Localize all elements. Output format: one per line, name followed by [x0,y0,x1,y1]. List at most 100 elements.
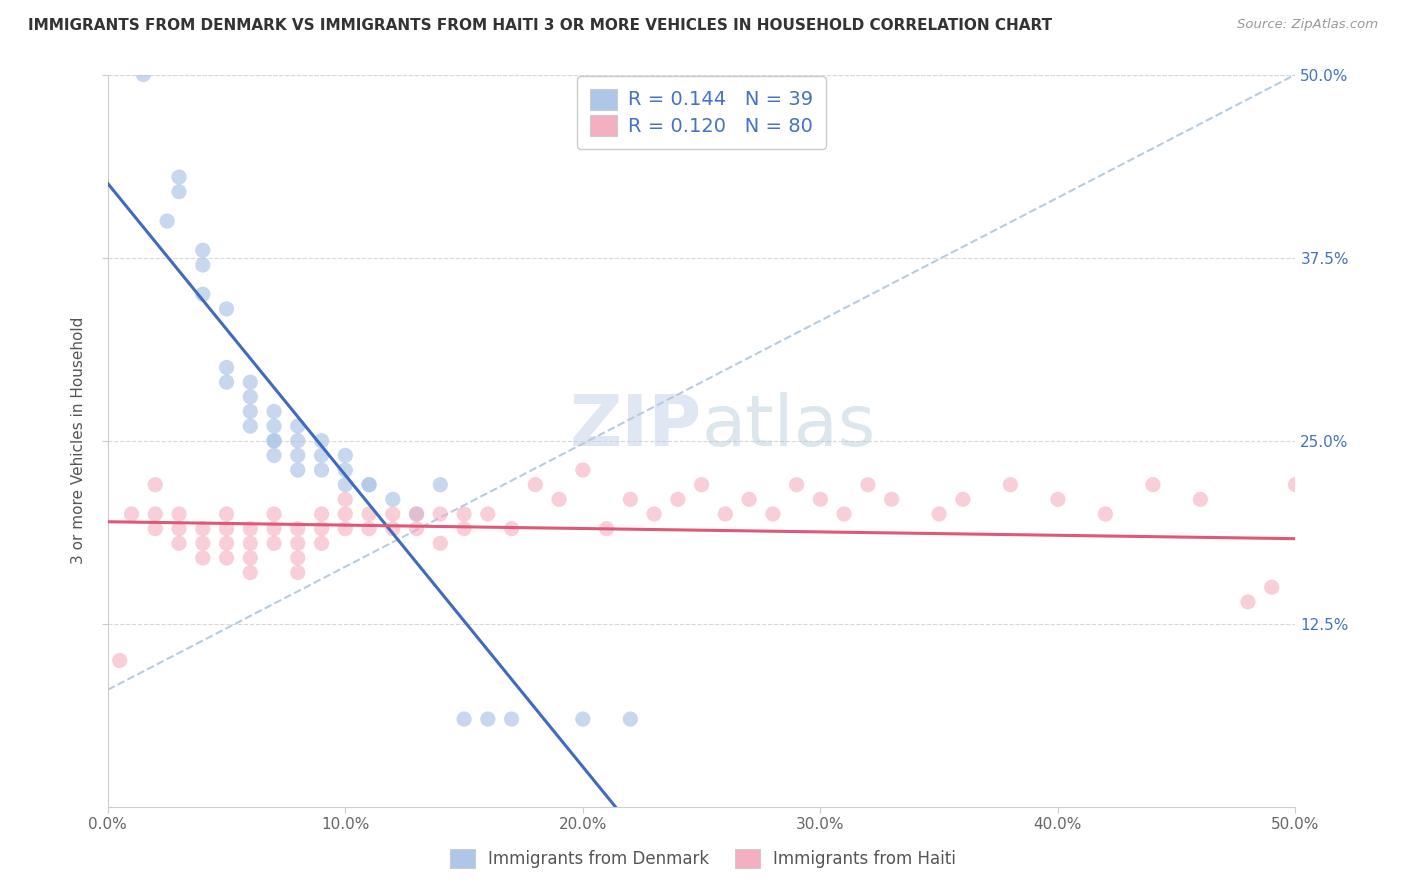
Point [239,536,262,550]
Point [453,712,475,726]
Text: atlas: atlas [702,392,876,460]
Point [311,522,333,536]
Point [287,434,309,448]
Point [1237,595,1260,609]
Point [690,477,713,491]
Point [239,522,262,536]
Point [167,522,190,536]
Point [263,536,285,550]
Point [572,712,595,726]
Point [287,449,309,463]
Point [263,434,285,448]
Point [311,434,333,448]
Point [643,507,665,521]
Point [832,507,855,521]
Point [405,522,427,536]
Point [1260,580,1282,594]
Point [335,449,357,463]
Point [1308,492,1330,507]
Point [619,492,641,507]
Point [1142,477,1164,491]
Point [477,712,499,726]
Point [381,492,404,507]
Point [287,550,309,565]
Point [143,522,166,536]
Point [239,390,262,404]
Point [311,536,333,550]
Point [263,419,285,434]
Point [524,477,547,491]
Point [287,536,309,550]
Point [263,404,285,418]
Point [215,536,238,550]
Point [1355,595,1378,609]
Point [287,463,309,477]
Point [335,492,357,507]
Point [191,244,214,258]
Point [335,522,357,536]
Point [191,522,214,536]
Point [167,185,190,199]
Point [381,507,404,521]
Point [1331,507,1354,521]
Point [357,507,380,521]
Point [191,550,214,565]
Y-axis label: 3 or more Vehicles in Household: 3 or more Vehicles in Household [72,317,86,565]
Point [191,287,214,301]
Point [405,507,427,521]
Point [429,477,451,491]
Point [501,522,523,536]
Point [167,170,190,185]
Point [143,477,166,491]
Point [501,712,523,726]
Point [619,712,641,726]
Point [1046,492,1069,507]
Point [762,507,785,521]
Point [239,419,262,434]
Point [191,536,214,550]
Point [287,419,309,434]
Point [167,507,190,521]
Point [215,360,238,375]
Point [132,68,155,82]
Point [311,507,333,521]
Point [405,507,427,521]
Point [108,653,131,667]
Point [786,477,808,491]
Point [1379,580,1402,594]
Point [928,507,950,521]
Point [666,492,689,507]
Point [143,507,166,521]
Point [453,507,475,521]
Point [572,463,595,477]
Point [856,477,879,491]
Point [215,522,238,536]
Point [952,492,974,507]
Point [215,375,238,389]
Point [239,404,262,418]
Point [215,550,238,565]
Point [357,477,380,491]
Point [1189,492,1212,507]
Point [311,449,333,463]
Point [738,492,761,507]
Point [381,522,404,536]
Point [239,566,262,580]
Point [191,258,214,272]
Point [1094,507,1116,521]
Point [263,434,285,448]
Point [880,492,903,507]
Text: ZIP: ZIP [569,392,702,460]
Point [335,507,357,521]
Legend: Immigrants from Denmark, Immigrants from Haiti: Immigrants from Denmark, Immigrants from… [443,843,963,875]
Point [808,492,831,507]
Legend: R = 0.144   N = 39, R = 0.120   N = 80: R = 0.144 N = 39, R = 0.120 N = 80 [578,76,825,149]
Point [311,463,333,477]
Point [287,522,309,536]
Point [263,507,285,521]
Point [1000,477,1022,491]
Point [335,477,357,491]
Point [477,507,499,521]
Point [335,463,357,477]
Point [595,522,617,536]
